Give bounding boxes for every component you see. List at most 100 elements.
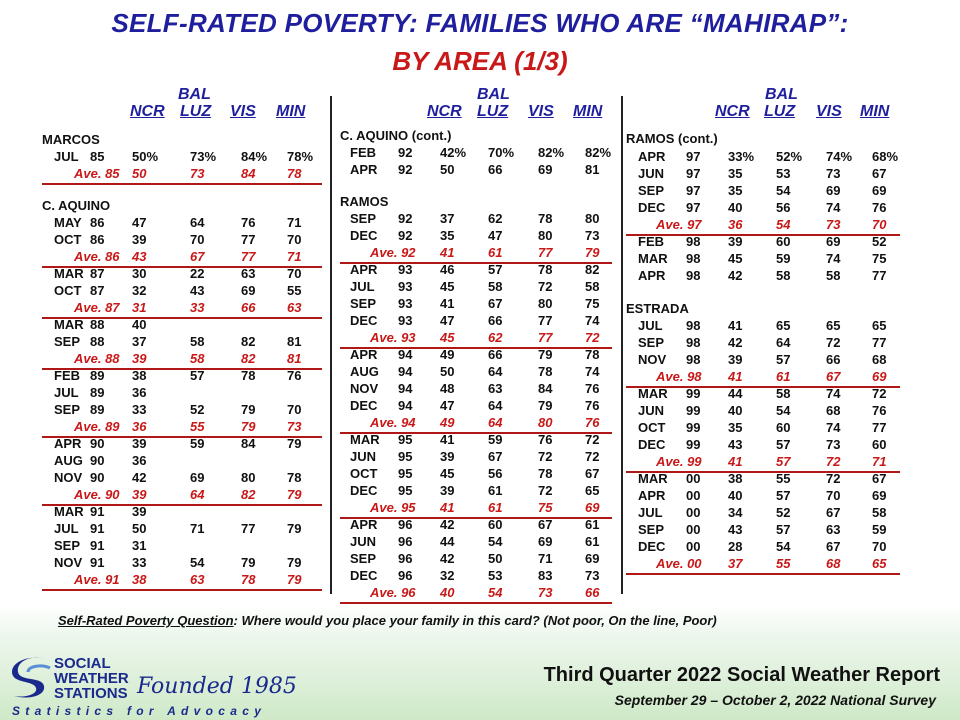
value-bal-luz: 62 (488, 211, 503, 226)
table-row: JUN 96 44 54 69 61 (340, 534, 612, 551)
average-row: Ave. 91 38 63 78 79 (42, 572, 322, 591)
table-row: DEC 93 47 66 77 74 (340, 313, 612, 330)
value-min: 72 (585, 432, 600, 447)
value-vis: 73 (538, 585, 553, 600)
value-ncr: 49 (440, 415, 455, 430)
value-ncr: 36 (132, 419, 147, 434)
row-month: JUN (638, 166, 665, 181)
table-row: DEC 94 47 64 79 76 (340, 398, 612, 415)
value-bal-luz: 64 (190, 215, 205, 230)
value-ncr: 37 (440, 211, 455, 226)
value-bal-luz: 58 (776, 268, 791, 283)
row-month: JUL (54, 521, 79, 536)
table-row: APR 93 46 57 78 82 (340, 262, 612, 279)
row-month: JUL (54, 385, 79, 400)
value-ncr: 42 (440, 551, 455, 566)
value-bal-luz: 62 (488, 330, 503, 345)
value-ncr: 33% (728, 149, 755, 164)
logo-word-weather: WEATHER (54, 670, 129, 687)
value-vis: 69 (538, 534, 553, 549)
value-ncr: 43 (728, 522, 743, 537)
row-year: 94 (398, 381, 413, 396)
value-vis: 74 (826, 420, 841, 435)
row-month: MAY (54, 215, 82, 230)
value-min: 79 (287, 555, 302, 570)
row-month: JUN (350, 449, 377, 464)
row-year: 94 (398, 398, 413, 413)
value-min: 70 (287, 402, 302, 417)
value-min: 69 (585, 500, 600, 515)
row-month: MAR (638, 251, 668, 266)
row-year: 97 (686, 200, 701, 215)
section-label: RAMOS (340, 194, 389, 209)
value-vis: 82 (241, 334, 256, 349)
value-ncr: 33 (132, 402, 147, 417)
value-ncr: 50% (132, 149, 159, 164)
value-bal-luz: 61 (488, 245, 503, 260)
value-ncr: 36 (132, 453, 147, 468)
value-ncr: 41 (728, 318, 743, 333)
section-label: C. AQUINO (42, 198, 111, 213)
value-bal-luz: 54 (776, 183, 791, 198)
value-ncr: 42 (728, 335, 743, 350)
table-row: APR 90 39 59 84 79 (42, 436, 322, 453)
value-bal-luz: 61 (488, 483, 503, 498)
row-year: 90 (90, 453, 105, 468)
value-min: 76 (872, 403, 887, 418)
value-bal-luz: 57 (776, 454, 791, 469)
value-bal-luz: 56 (488, 466, 503, 481)
value-min: 81 (287, 351, 302, 366)
row-year: 92 (398, 211, 413, 226)
row-year: 91 (90, 521, 105, 536)
value-vis: 66 (826, 352, 841, 367)
value-ncr: 47 (440, 313, 455, 328)
value-vis: 82% (538, 145, 565, 160)
header-vis: VIS (816, 103, 842, 120)
table-row: APR 98 42 58 58 77 (626, 268, 900, 285)
table-row: JUL 89 36 (42, 385, 322, 402)
value-min: 71 (872, 454, 887, 469)
table-row: SEP 91 31 (42, 538, 322, 555)
average-label: Ave. 95 (370, 500, 416, 515)
value-ncr: 31 (132, 538, 147, 553)
value-min: 79 (585, 245, 600, 260)
value-bal-luz: 58 (488, 279, 503, 294)
table-row: MAR 87 30 22 63 70 (42, 266, 322, 283)
value-ncr: 47 (132, 215, 147, 230)
header-luz: LUZ (477, 103, 509, 120)
row-month: APR (638, 268, 666, 283)
poverty-question: Self-Rated Poverty Question: Where would… (58, 613, 717, 628)
value-ncr: 43 (132, 249, 147, 264)
row-year: 88 (90, 334, 105, 349)
value-min: 72 (872, 386, 887, 401)
value-vis: 79 (241, 555, 256, 570)
value-vis: 73 (826, 437, 841, 452)
row-year: 91 (90, 538, 105, 553)
header-min: MIN (860, 103, 890, 120)
table-row: NOV 90 42 69 80 78 (42, 470, 322, 487)
value-ncr: 42% (440, 145, 467, 160)
table-row: OCT 87 32 43 69 55 (42, 283, 322, 300)
row-month: JUL (638, 318, 663, 333)
value-bal-luz: 65 (776, 318, 791, 333)
value-ncr: 32 (132, 283, 147, 298)
row-year: 98 (686, 352, 701, 367)
average-row: Ave. 99 41 57 72 71 (626, 454, 900, 473)
row-month: MAR (638, 386, 668, 401)
value-ncr: 40 (132, 317, 147, 332)
value-vis: 78 (538, 262, 553, 277)
table-row: OCT 86 39 70 77 70 (42, 232, 322, 249)
row-year: 92 (398, 228, 413, 243)
title-line-1: SELF-RATED POVERTY: FAMILIES WHO ARE “MA… (111, 8, 849, 38)
average-row: Ave. 96 40 54 73 66 (340, 585, 612, 604)
average-label: Ave. 88 (74, 351, 120, 366)
row-month: JUN (350, 534, 377, 549)
value-min: 52 (872, 234, 887, 249)
value-ncr: 44 (728, 386, 743, 401)
value-bal-luz: 56 (776, 200, 791, 215)
value-vis: 77 (538, 330, 553, 345)
table-row: APR 97 33% 52% 74% 68% (626, 149, 900, 166)
value-bal-luz: 53 (776, 166, 791, 181)
row-year: 93 (398, 313, 413, 328)
